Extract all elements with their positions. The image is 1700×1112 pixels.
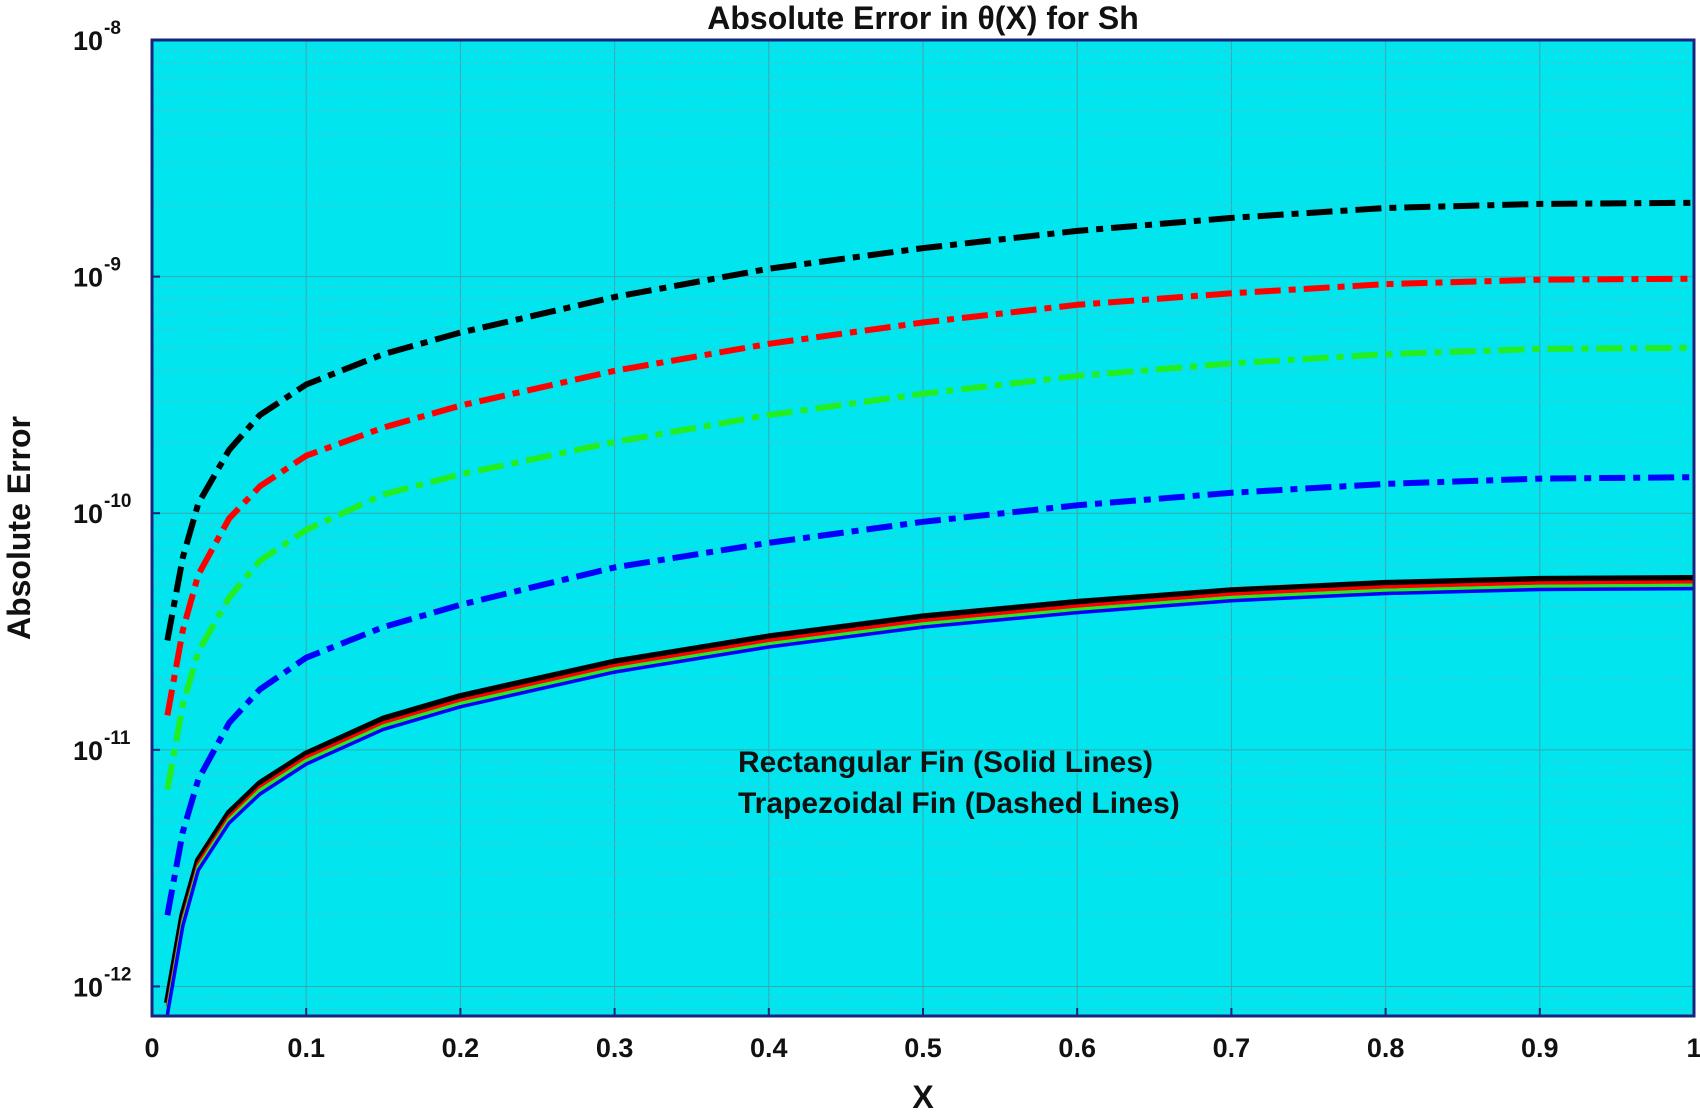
y-tick-exponent: -8: [104, 18, 121, 39]
x-axis-title: X: [912, 1079, 934, 1112]
trapezoidal-series-line-0: [164, 199, 1695, 641]
x-tick-label: 1: [1686, 1033, 1700, 1063]
x-tick-label: 0.4: [750, 1033, 788, 1063]
trapezoidal-series-line-1: [164, 275, 1695, 716]
x-tick-label: 0.6: [1058, 1033, 1096, 1063]
chart-title: Absolute Error in θ(X) for Sh: [707, 0, 1139, 36]
y-tick-label: 10: [73, 26, 103, 56]
annotation-trapezoidal-fin: Trapezoidal Fin (Dashed Lines): [738, 787, 1180, 820]
y-tick-exponent: -12: [104, 964, 131, 985]
x-axis: 0 0.1 0.2 0.3 0.4 0.5 0.6 0.7 0.8 0.9 1: [144, 1008, 1700, 1063]
x-tick-label: 0.8: [1367, 1033, 1405, 1063]
trapezoidal-series-line-3: [164, 474, 1695, 916]
y-axis-title: Absolute Error: [1, 416, 37, 640]
series-group: [163, 199, 1695, 1015]
x-tick-label: 0.1: [287, 1033, 325, 1063]
rectangular-series-line-6: [165, 583, 1695, 1011]
y-tick-label: 10: [73, 263, 103, 293]
trapezoidal-series-line-2: [164, 344, 1695, 791]
rectangular-series-line-7: [165, 586, 1695, 1015]
y-tick-exponent: -9: [104, 255, 121, 276]
y-tick-label: 10: [73, 736, 103, 766]
rectangular-series-line-4: [163, 575, 1695, 1004]
y-tick-label: 10: [73, 972, 103, 1002]
y-tick-exponent: -11: [104, 728, 131, 749]
x-tick-label: 0.9: [1521, 1033, 1559, 1063]
x-tick-label: 0: [144, 1033, 159, 1063]
x-tick-label: 0.5: [904, 1033, 942, 1063]
x-tick-label: 0.3: [596, 1033, 634, 1063]
y-tick-exponent: -10: [104, 491, 131, 512]
x-tick-label: 0.2: [442, 1033, 480, 1063]
y-tick-label: 10: [73, 499, 103, 529]
x-tick-label: 0.7: [1213, 1033, 1251, 1063]
annotation-rectangular-fin: Rectangular Fin (Solid Lines): [738, 746, 1153, 779]
